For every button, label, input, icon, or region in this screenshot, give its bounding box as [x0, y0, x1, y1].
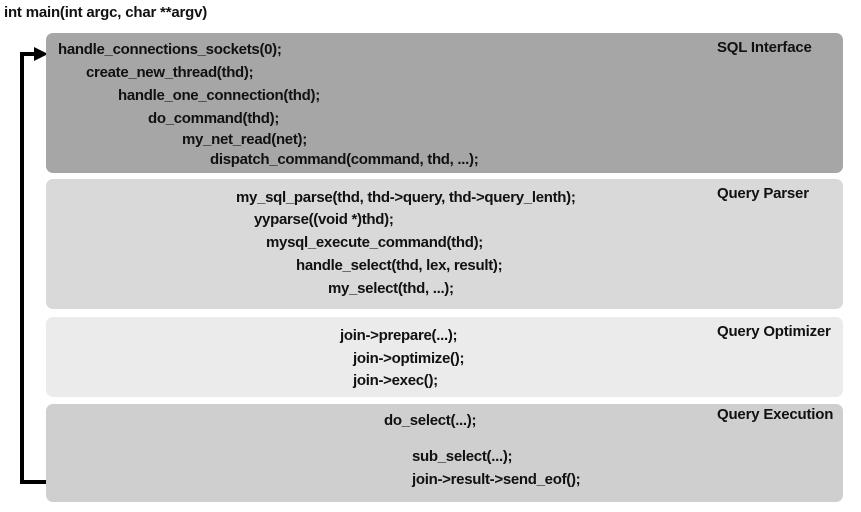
sql-interface-label: SQL Interface — [717, 39, 812, 56]
code-line: handle_select(thd, lex, result); — [296, 257, 503, 274]
code-line: my_select(thd, ...); — [328, 280, 454, 297]
loop-line-top — [20, 52, 36, 56]
code-line: join->prepare(...); — [340, 327, 458, 344]
loop-arrowhead — [34, 47, 48, 61]
query-execution-panel: Query Execution do_select(...); sub_sele… — [46, 404, 843, 502]
query-execution-label: Query Execution — [717, 406, 834, 423]
query-parser-panel: Query Parser my_sql_parse(thd, thd->quer… — [46, 179, 843, 309]
code-line: join->result->send_eof(); — [412, 471, 581, 488]
sql-interface-panel: SQL Interface handle_connections_sockets… — [46, 33, 843, 173]
code-line: join->exec(); — [353, 372, 438, 389]
query-optimizer-panel: Query Optimizer join->prepare(...); join… — [46, 317, 843, 397]
code-line: dispatch_command(command, thd, ...); — [210, 151, 479, 168]
code-line: my_sql_parse(thd, thd->query, thd->query… — [236, 189, 576, 206]
loop-line-left — [20, 52, 24, 484]
code-line: my_net_read(net); — [182, 131, 307, 148]
code-line: join->optimize(); — [353, 350, 465, 367]
main-signature: int main(int argc, char **argv) — [4, 4, 208, 21]
code-line: handle_one_connection(thd); — [118, 87, 320, 104]
code-line: mysql_execute_command(thd); — [266, 234, 483, 251]
code-line: do_select(...); — [384, 412, 477, 429]
code-line: yyparse((void *)thd); — [254, 211, 394, 228]
code-line: do_command(thd); — [148, 110, 280, 127]
query-parser-label: Query Parser — [717, 185, 809, 202]
code-line: sub_select(...); — [412, 448, 513, 465]
loop-line-bottom — [20, 480, 48, 484]
code-line: handle_connections_sockets(0); — [58, 41, 282, 58]
query-optimizer-label: Query Optimizer — [717, 323, 831, 340]
code-line: create_new_thread(thd); — [86, 64, 254, 81]
